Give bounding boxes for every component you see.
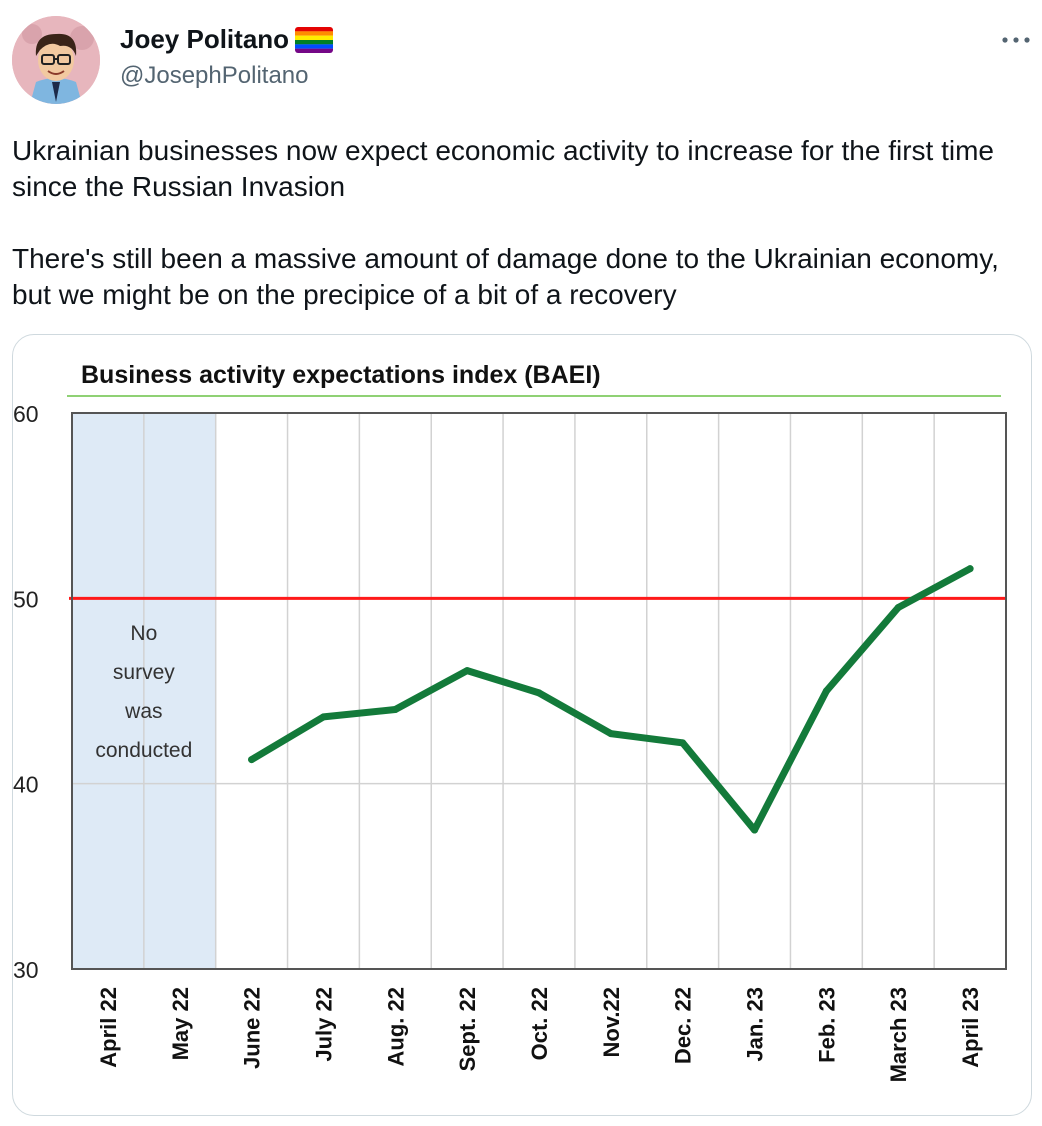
data-point	[822, 687, 830, 695]
author-name[interactable]: Joey Politano	[120, 24, 290, 54]
tweet-text: Ukrainian businesses now expect economic…	[12, 133, 1022, 313]
x-tick-label: June 22	[240, 987, 265, 1069]
x-tick-label: July 22	[311, 987, 336, 1062]
x-tick-label: Jan. 23	[743, 987, 768, 1062]
y-tick-label: 30	[13, 957, 39, 983]
no-survey-note: survey	[113, 661, 175, 684]
data-point	[679, 739, 687, 747]
tweet-paragraph: Ukrainian businesses now expect economic…	[12, 135, 994, 202]
x-tick-label: Nov.22	[599, 987, 624, 1058]
more-horizontal-icon[interactable]	[998, 22, 1034, 58]
x-tick-label: Aug. 22	[383, 987, 408, 1066]
x-tick-label: Dec. 22	[671, 987, 696, 1064]
author-handle[interactable]: @JosephPolitano	[120, 62, 309, 89]
data-point	[607, 730, 615, 738]
x-tick-label: March 23	[886, 987, 911, 1082]
data-point	[319, 713, 327, 721]
chart-title: Business activity expectations index (BA…	[81, 361, 601, 389]
cartoon-avatar-icon	[12, 16, 100, 104]
x-tick-label: Oct. 22	[527, 987, 552, 1060]
x-tick-label: April 23	[958, 987, 983, 1068]
plot-border	[71, 412, 1007, 970]
no-survey-note: No	[130, 622, 157, 645]
rainbow-flag-icon	[295, 26, 334, 53]
x-tick-label: April 22	[96, 987, 121, 1068]
no-survey-note: conducted	[95, 739, 192, 762]
data-point	[535, 689, 543, 697]
y-tick-label: 40	[13, 772, 39, 798]
data-point	[248, 756, 256, 764]
x-tick-label: Sept. 22	[455, 987, 480, 1071]
y-tick-label: 60	[13, 401, 39, 427]
data-point	[463, 667, 471, 675]
x-tick-label: May 22	[168, 987, 193, 1060]
data-point	[966, 565, 974, 573]
no-survey-note: was	[124, 700, 162, 723]
x-tick-label: Feb. 23	[814, 987, 839, 1063]
y-tick-label: 50	[13, 586, 39, 612]
baei-line-chart: Business activity expectations index (BA…	[13, 361, 1007, 1082]
chart-image[interactable]: Business activity expectations index (BA…	[12, 334, 1032, 1116]
data-point	[894, 604, 902, 612]
data-point	[751, 826, 759, 834]
avatar[interactable]	[12, 16, 100, 104]
data-point	[391, 706, 399, 714]
tweet-paragraph: There's still been a massive amount of d…	[12, 243, 999, 310]
